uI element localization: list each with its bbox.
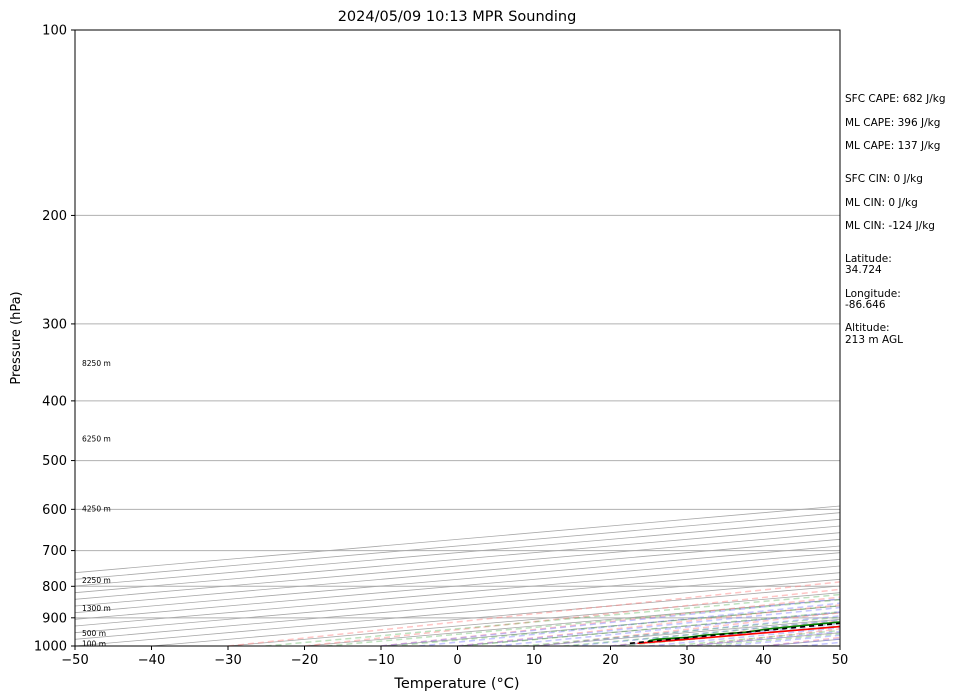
x-tick-label: −50 [61, 653, 88, 668]
y-tick-label: 200 [42, 209, 67, 224]
x-tick-label: 10 [526, 653, 543, 668]
isotherm [75, 512, 840, 580]
annotation-text: -86.646 [845, 299, 886, 311]
y-tick-label: 900 [42, 611, 67, 626]
isotherm [75, 505, 840, 574]
mixing-ratio-line [462, 611, 840, 646]
y-tick-label: 300 [42, 317, 67, 332]
height-label: 500 m [82, 629, 106, 638]
y-tick-label: 500 [42, 454, 67, 469]
height-label: 1300 m [82, 604, 111, 613]
annotation-text: ML CIN: 0 J/kg [845, 197, 918, 209]
mixing-ratio-line [391, 604, 840, 646]
x-tick-label: 30 [679, 653, 696, 668]
height-label: 8250 m [82, 359, 111, 368]
y-tick-label: 600 [42, 503, 67, 518]
y-tick-label: 400 [42, 394, 67, 409]
annotation-text: SFC CAPE: 682 J/kg [845, 93, 946, 105]
y-tick-label: 100 [42, 24, 67, 39]
y-tick-label: 800 [42, 580, 67, 595]
annotation-text: 34.724 [845, 264, 882, 276]
isotherm [75, 525, 840, 594]
y-tick-label: 700 [42, 544, 67, 559]
axes: −50 −40 −30 −20 −10 0 10 20 30 40 50 100 200 300 400 50… [34, 24, 848, 669]
x-tick-label: 40 [755, 653, 772, 668]
dry-adiabat [304, 588, 840, 646]
annotation-text: ML CIN: -124 J/kg [845, 220, 935, 232]
height-label: 100 m [82, 639, 106, 648]
isotherm [75, 538, 840, 607]
annotation-text: 213 m AGL [845, 334, 903, 346]
annotation-text: Longitude: [845, 288, 901, 300]
height-label: 2250 m [82, 576, 111, 585]
mixing-ratio-line [563, 620, 840, 646]
annotations: SFC CAPE: 682 J/kg ML CAPE: 396 J/kg ML CA… [845, 93, 946, 346]
x-tick-label: −20 [291, 653, 318, 668]
x-tick-label: 50 [832, 653, 849, 668]
x-axis-label: Temperature (°C) [393, 676, 519, 692]
height-label: 4250 m [82, 504, 111, 513]
background-lines [75, 30, 840, 646]
annotation-text: Altitude: [845, 322, 890, 334]
mixing-ratio-line [522, 616, 840, 646]
x-tick-label: −30 [214, 653, 241, 668]
isotherm [75, 532, 840, 600]
height-label: 6250 m [82, 434, 111, 443]
annotation-text: SFC CIN: 0 J/kg [845, 173, 923, 185]
x-tick-label: 20 [602, 653, 619, 668]
y-axis-label: Pressure (hPa) [9, 291, 24, 384]
annotation-text: Latitude: [845, 253, 892, 265]
isotherm [75, 518, 840, 587]
x-tick-label: −10 [367, 653, 394, 668]
annotation-text: ML CAPE: 396 J/kg [845, 117, 940, 129]
x-tick-label: 0 [453, 653, 461, 668]
x-tick-label: −40 [138, 653, 165, 668]
y-tick-label: 1000 [34, 640, 67, 655]
annotation-text: ML CAPE: 137 J/kg [845, 140, 940, 152]
chart-title: 2024/05/09 10:13 MPR Sounding [338, 9, 577, 25]
